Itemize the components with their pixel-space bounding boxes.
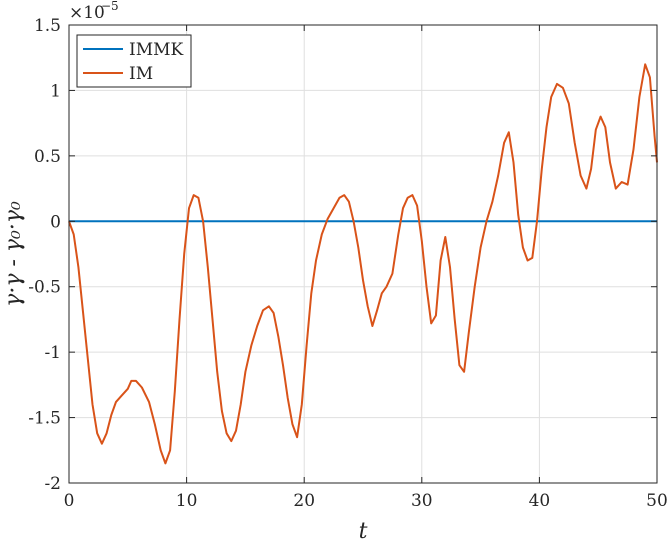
x-tick-label: 20: [293, 491, 315, 511]
x-tick-label: 30: [411, 491, 433, 511]
x-tick-label: 40: [529, 491, 551, 511]
legend-label-immk: IMMK: [129, 40, 184, 60]
x-tick-label: 10: [176, 491, 198, 511]
series-group: [68, 63, 658, 465]
legend-label-im: IM: [129, 64, 153, 84]
x-tick-label: 50: [646, 491, 668, 511]
series-line-im: [68, 63, 658, 465]
y-tick-label: 1: [50, 81, 61, 101]
y-exponent-power: −5: [101, 0, 119, 13]
y-tick-label: -1: [44, 343, 61, 363]
legend-box: [76, 34, 192, 88]
y-axis-label: γ·γ - γ₀·γ₀: [1, 201, 26, 307]
y-tick-label: 0.5: [34, 147, 61, 167]
axis-ticks: 0 10 20 30 40 50 -2 -1.5 -1 -0.5 0 0.5 1 1.5: [28, 16, 668, 511]
plot-area: [69, 25, 657, 483]
y-exponent-base: ×10: [69, 3, 105, 23]
legend: IMMK IM: [76, 34, 192, 88]
y-tick-label: -1.5: [28, 409, 61, 429]
y-tick-label: -2: [44, 474, 61, 494]
plot-frame: [68, 24, 658, 484]
y-tick-label: 0: [50, 212, 61, 232]
x-tick-label: 0: [64, 491, 75, 511]
y-tick-label: 1.5: [34, 16, 61, 36]
y-tick-label: -0.5: [28, 278, 61, 298]
x-axis-label: t: [359, 519, 368, 544]
